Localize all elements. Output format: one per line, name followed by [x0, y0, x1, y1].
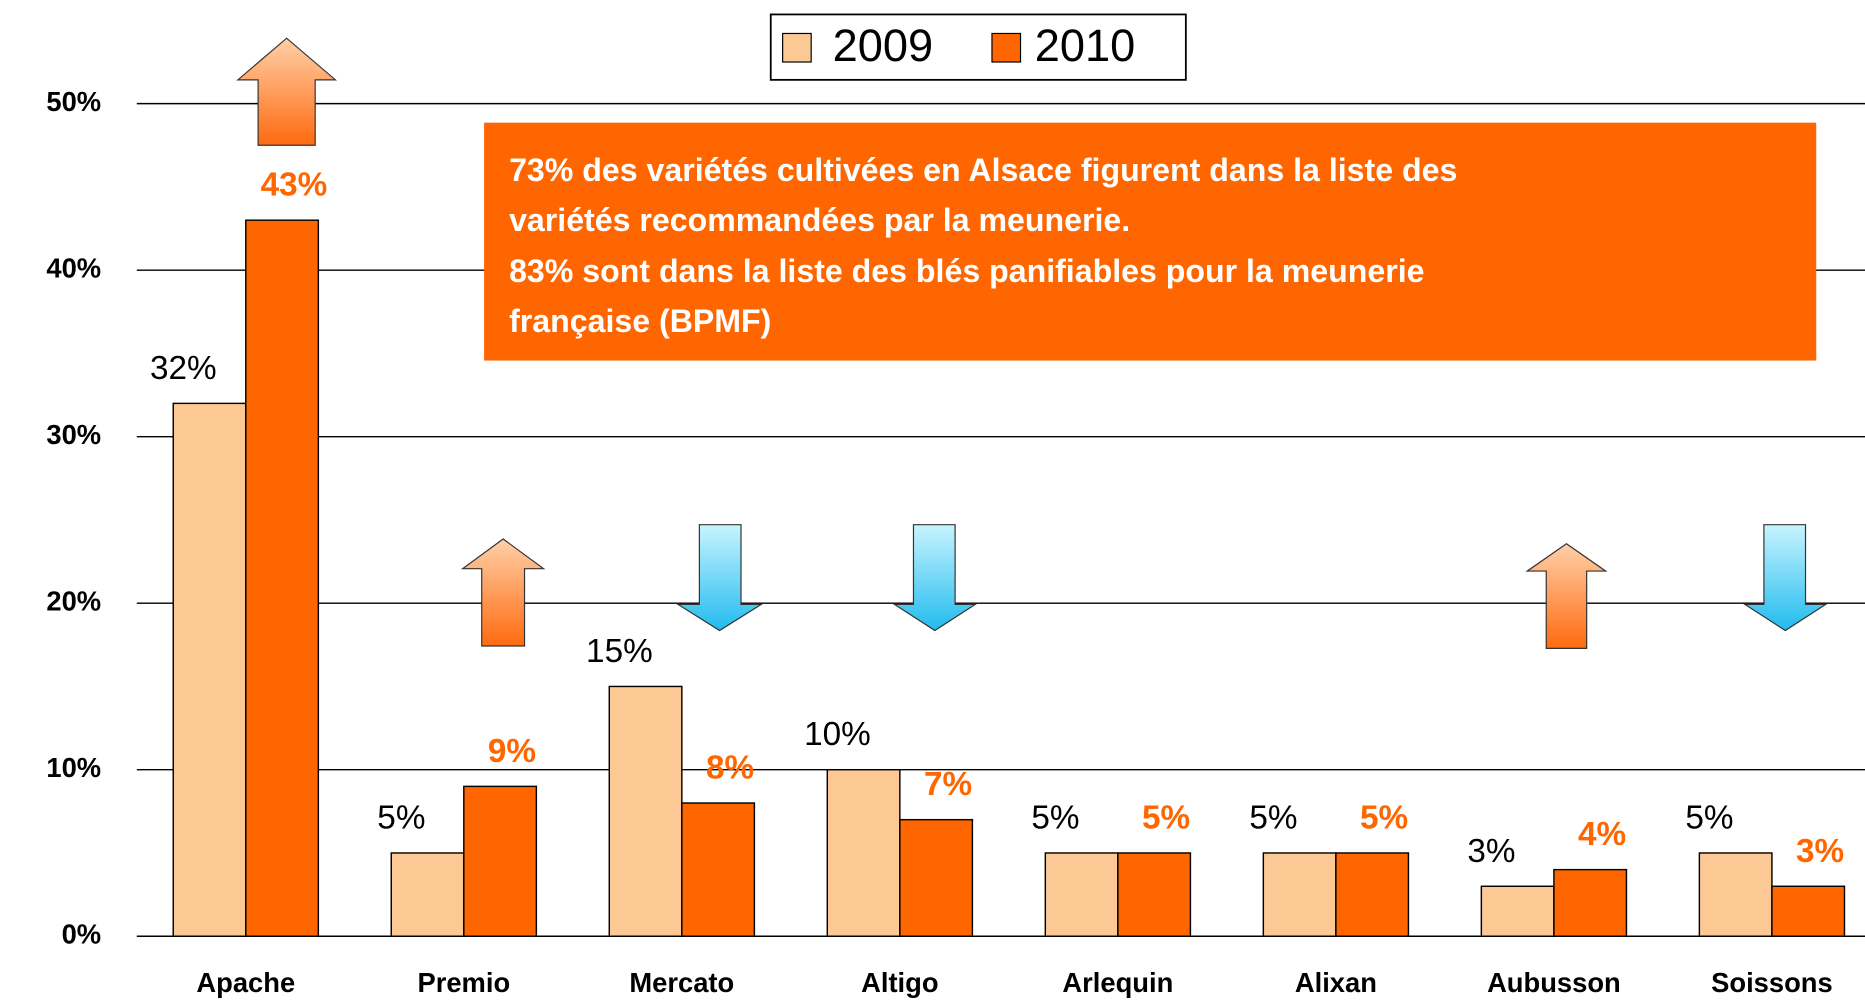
annotation-box	[484, 122, 1817, 361]
x-tick-label: Alixan	[1295, 967, 1377, 998]
up-arrow	[460, 538, 546, 647]
bar	[1044, 852, 1119, 937]
bars: Apache 32% 43% Premio 5% 9% Mercato 15% 8% Altigo…	[150, 167, 1846, 998]
annotation: 73% des variétés cultivées en Alsace fig…	[484, 122, 1817, 361]
bar	[1698, 852, 1773, 937]
legend-label: 2009	[833, 20, 934, 71]
trend-arrows	[236, 37, 1828, 649]
legend-label: 2010	[1035, 20, 1136, 71]
bar	[172, 402, 247, 937]
data-label: 5%	[1031, 799, 1079, 836]
bar	[899, 818, 974, 937]
data-label: 8%	[706, 750, 754, 787]
data-label: 43%	[261, 167, 328, 204]
x-tick-label: Premio	[417, 967, 510, 998]
bar	[681, 802, 756, 937]
bar	[1262, 852, 1337, 937]
bar	[608, 685, 683, 937]
y-tick-label: 40%	[46, 252, 101, 283]
bar	[826, 768, 901, 937]
data-label: 10%	[804, 716, 871, 753]
annotation-text: française (BPMF)	[509, 303, 771, 339]
data-label: 7%	[924, 766, 972, 803]
data-label: 32%	[150, 350, 217, 387]
legend: 2009 2010	[769, 13, 1187, 81]
x-tick-label: Aubusson	[1487, 967, 1621, 998]
y-tick-label: 50%	[46, 86, 101, 117]
bar	[1553, 868, 1628, 937]
data-label: 5%	[377, 799, 425, 836]
legend-swatch	[782, 32, 812, 63]
data-label: 4%	[1578, 816, 1626, 853]
data-label: 3%	[1467, 833, 1515, 870]
data-label: 3%	[1796, 833, 1844, 870]
data-label: 5%	[1360, 799, 1408, 836]
down-arrow	[892, 524, 978, 632]
bar	[463, 785, 538, 937]
x-tick-label: Apache	[196, 967, 295, 998]
data-label: 5%	[1142, 799, 1190, 836]
data-label: 5%	[1685, 799, 1733, 836]
y-tick-label: 30%	[46, 419, 101, 450]
bar	[1335, 852, 1410, 937]
bar	[1117, 852, 1192, 937]
x-tick-label: Soissons	[1711, 967, 1833, 998]
bar	[1480, 885, 1555, 937]
x-tick-label: Altigo	[861, 967, 938, 998]
grid: 0% 10% 20% 30% 40% 50%	[46, 86, 1865, 949]
annotation-text: variétés recommandées par la meunerie.	[509, 202, 1130, 238]
legend-swatch	[991, 32, 1022, 63]
legend-box	[769, 13, 1187, 81]
bar	[245, 219, 320, 937]
down-arrow	[675, 524, 764, 632]
data-label: 9%	[488, 733, 536, 770]
down-arrow	[1742, 524, 1828, 632]
data-label: 5%	[1249, 799, 1297, 836]
y-tick-label: 0%	[62, 918, 102, 949]
up-arrow	[236, 37, 338, 146]
bar	[390, 852, 465, 937]
bar	[1771, 885, 1846, 937]
up-arrow	[1525, 542, 1608, 649]
y-tick-label: 10%	[46, 752, 101, 783]
x-tick-label: Mercato	[629, 967, 734, 998]
annotation-text: 83% sont dans la liste des blés panifiab…	[509, 253, 1424, 289]
x-tick-label: Arlequin	[1062, 967, 1173, 998]
annotation-text: 73% des variétés cultivées en Alsace fig…	[509, 152, 1457, 188]
data-label: 15%	[586, 633, 653, 670]
y-tick-label: 20%	[46, 585, 101, 616]
